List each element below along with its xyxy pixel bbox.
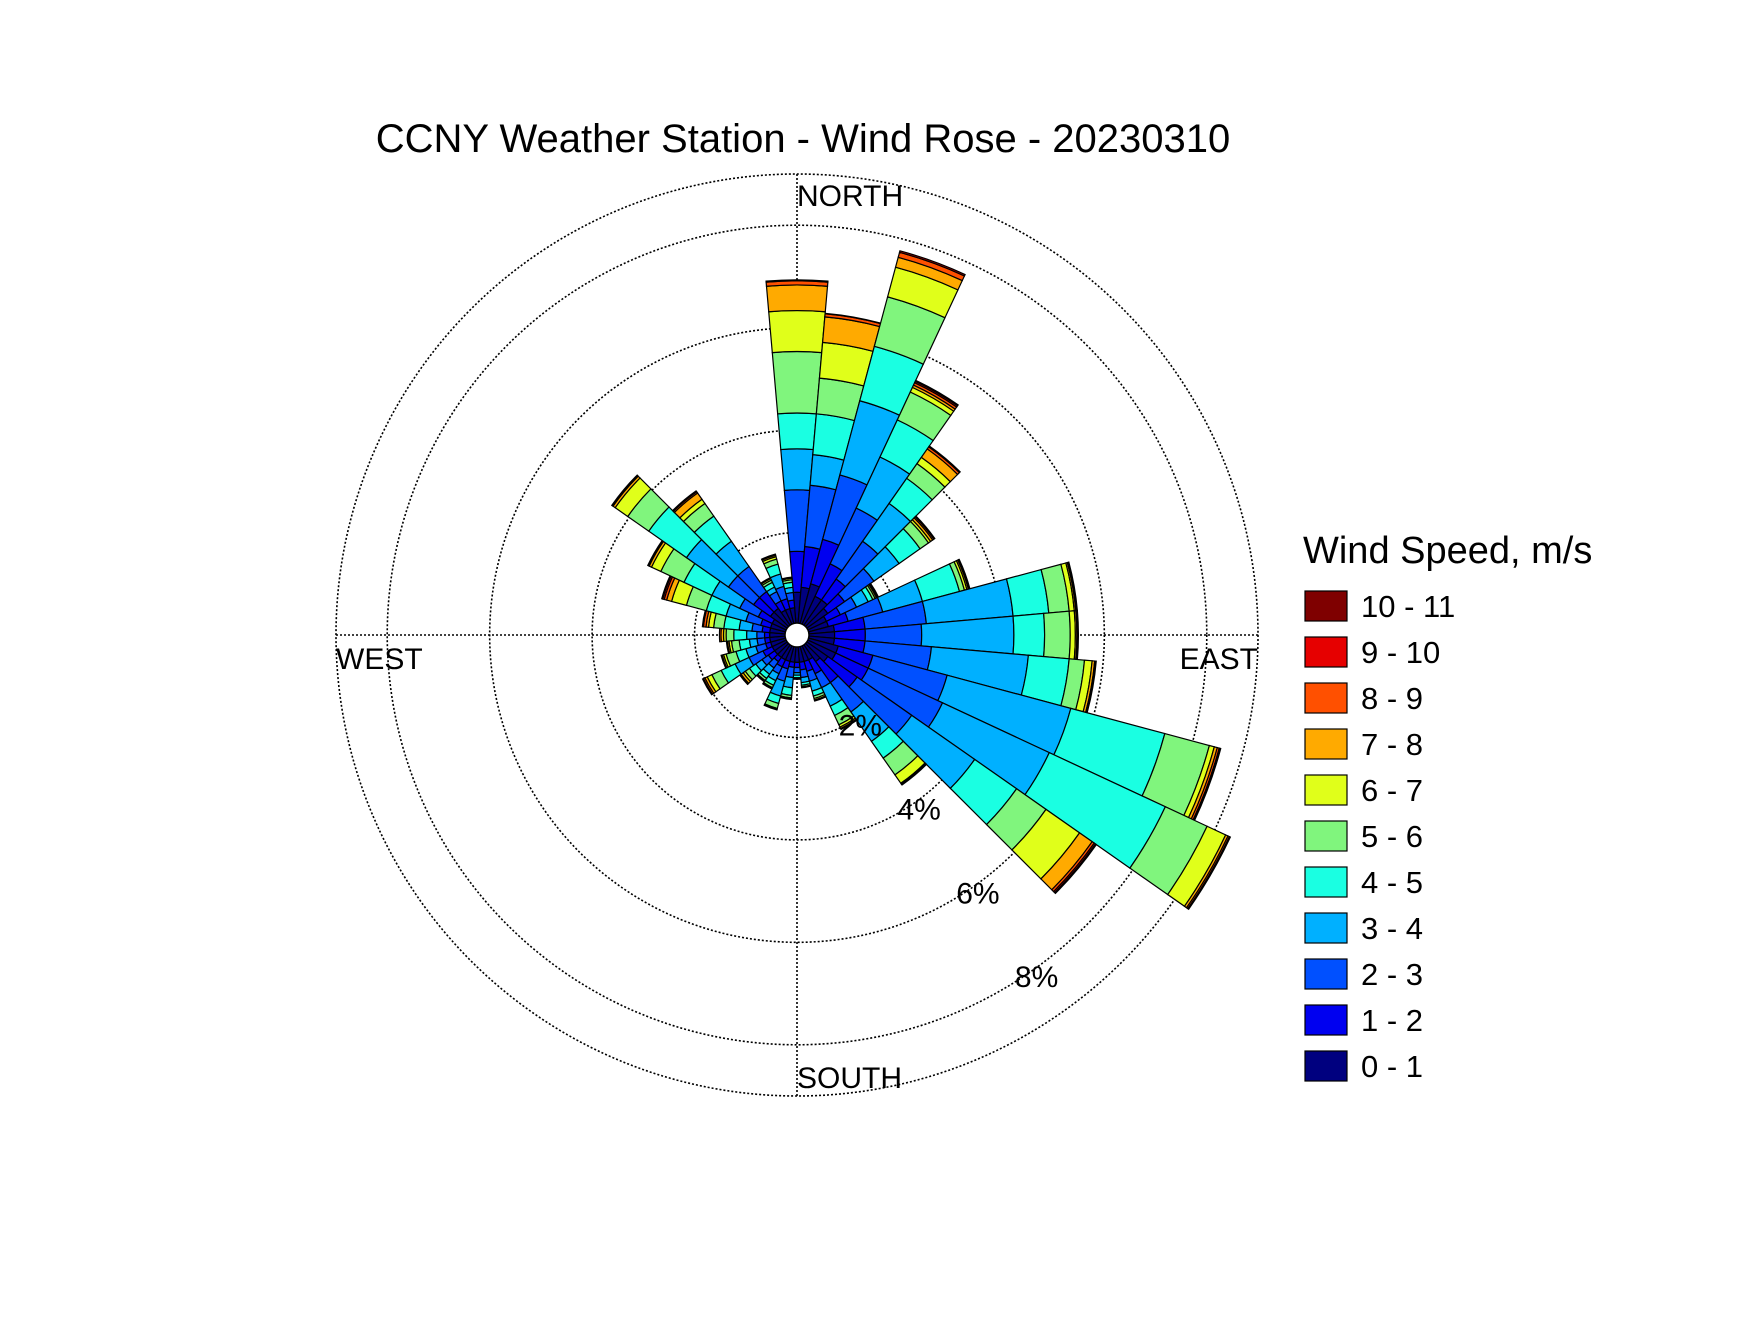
legend-label-7: 3 - 4 <box>1361 911 1423 946</box>
legend-swatch-8 <box>1304 958 1348 990</box>
radial-tick-label-4: 4% <box>897 793 940 826</box>
direction-label-west: WEST <box>336 643 423 676</box>
sector-160-bin-7 <box>813 695 827 702</box>
legend-label-3: 7 - 8 <box>1361 727 1423 762</box>
legend-label-0: 10 - 11 <box>1361 589 1455 624</box>
sector-0-bin-9 <box>765 279 829 283</box>
sector-320-bin-9 <box>671 490 698 513</box>
legend-label-5: 5 - 6 <box>1361 819 1423 854</box>
legend-swatch-6 <box>1304 866 1348 898</box>
legend-label-4: 6 - 7 <box>1361 773 1423 808</box>
sector-0-bin-5 <box>771 350 823 415</box>
sector-250-bin-8 <box>720 654 728 670</box>
direction-label-south: SOUTH <box>797 1062 902 1095</box>
legend-swatch-2 <box>1304 682 1348 714</box>
sector-130-bin-10 <box>1053 843 1098 895</box>
legend-label-8: 2 - 3 <box>1361 957 1423 992</box>
sector-150-bin-8 <box>839 718 858 731</box>
legend-swatch-3 <box>1304 728 1348 760</box>
sector-180-bin-6 <box>792 677 802 680</box>
sector-240-bin-9 <box>701 677 714 696</box>
legend-swatch-7 <box>1304 912 1348 944</box>
direction-label-east: EAST <box>1180 643 1258 676</box>
sector-200-bin-7 <box>763 704 778 711</box>
sector-270-bin-4 <box>733 628 748 642</box>
sector-180-bin-2 <box>793 666 801 674</box>
grid-circle-8 <box>386 224 1208 1046</box>
legend-swatch-9 <box>1304 1004 1348 1036</box>
legend-swatch-4 <box>1304 774 1348 806</box>
legend-label-6: 4 - 5 <box>1361 865 1423 900</box>
sector-310-bin-9 <box>610 474 639 507</box>
sector-270-bin-5 <box>725 628 735 642</box>
sector-210-bin-7 <box>761 682 773 690</box>
sector-120-bin-9 <box>1186 835 1232 911</box>
chart-title: CCNY Weather Station - Wind Rose - 20230… <box>376 117 1231 161</box>
sector-270-bin-8 <box>718 627 722 643</box>
radial-tick-label-6: 6% <box>956 877 999 910</box>
sector-0-bin-4 <box>776 412 818 451</box>
sector-0-bin-7 <box>765 284 829 313</box>
sector-0-bin-3 <box>780 448 814 492</box>
legend-label-2: 8 - 9 <box>1361 681 1423 716</box>
legend-swatch-10 <box>1304 1050 1348 1082</box>
legend-swatch-0 <box>1304 590 1348 622</box>
sector-0-bin-6 <box>768 309 826 354</box>
sector-20-bin-9 <box>898 250 966 277</box>
sector-350-bin-7 <box>781 576 793 581</box>
legend-swatch-5 <box>1304 820 1348 852</box>
legend: 10 - 11 9 - 10 8 - 9 7 - 8 6 - 7 5 - 6 4 - 5 3 … <box>1304 589 1455 1084</box>
sector-90-bin-5 <box>1043 610 1071 660</box>
direction-label-north: NORTH <box>797 180 903 213</box>
sector-50-bin-9 <box>914 515 936 540</box>
legend-title: Wind Speed, m/s <box>1303 530 1592 572</box>
wind-sectors <box>610 250 1232 911</box>
legend-swatch-1 <box>1304 636 1348 668</box>
sector-340-bin-8 <box>760 553 777 561</box>
legend-label-1: 9 - 10 <box>1361 635 1440 670</box>
calm-center-circle <box>784 622 810 648</box>
radial-tick-label-8: 8% <box>1015 961 1058 994</box>
sector-30-bin-10 <box>914 379 959 407</box>
radial-tick-labels: 2% 4% 6% 8% <box>839 710 1059 995</box>
sector-140-bin-9 <box>900 763 928 786</box>
legend-label-9: 1 - 2 <box>1361 1003 1423 1038</box>
radial-tick-label-2: 2% <box>839 710 882 743</box>
sector-90-bin-4 <box>1012 612 1046 658</box>
sector-40-bin-9 <box>927 445 961 474</box>
sector-170-bin-6 <box>800 684 812 689</box>
legend-label-10: 0 - 1 <box>1361 1049 1423 1084</box>
